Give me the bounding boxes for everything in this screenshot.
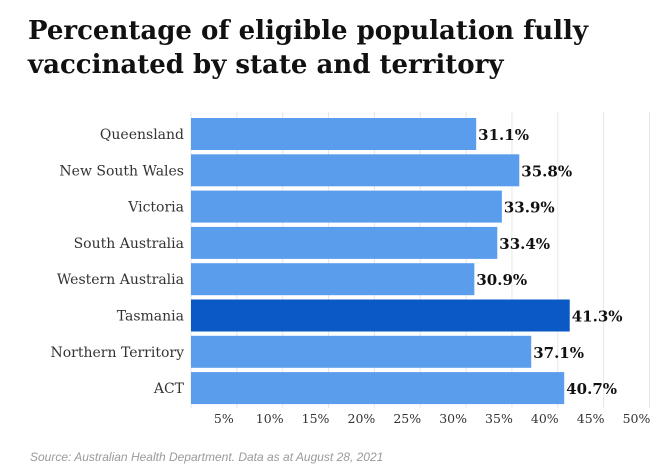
category-label: Victoria — [127, 200, 184, 216]
bar — [191, 118, 477, 150]
x-axis-ticks: 5% 10% 15% 20% 25% 30% 35% 40% 45% 50% — [214, 411, 651, 426]
x-tick-label: 10% — [256, 411, 284, 426]
category-label: ACT — [153, 381, 185, 397]
value-label: 41.3% — [572, 308, 623, 326]
bar — [191, 263, 475, 296]
bar — [191, 154, 520, 187]
x-tick-label: 35% — [485, 411, 513, 426]
x-tick-label: 20% — [348, 411, 376, 426]
bars — [191, 118, 570, 405]
category-label: Western Australia — [57, 272, 184, 288]
bar — [191, 372, 565, 405]
value-label: 30.9% — [476, 271, 527, 289]
category-label: Queensland — [100, 127, 184, 143]
value-label: 35.8% — [521, 162, 572, 180]
x-tick-label: 40% — [531, 411, 559, 426]
value-label: 40.7% — [566, 380, 617, 398]
category-label: New South Wales — [59, 163, 184, 179]
x-tick-label: 30% — [439, 411, 467, 426]
bar — [191, 335, 532, 368]
category-label: South Australia — [74, 236, 184, 252]
bar — [191, 299, 570, 332]
value-label: 33.9% — [504, 199, 555, 217]
category-labels: Queensland New South Wales Victoria South A… — [50, 127, 184, 397]
category-label: Tasmania — [117, 309, 184, 325]
x-tick-label: 5% — [214, 411, 234, 426]
bar — [191, 226, 498, 259]
bar-chart: Queensland New South Wales Victoria South A… — [50, 112, 651, 426]
x-tick-label: 25% — [393, 411, 421, 426]
x-tick-label: 15% — [302, 411, 330, 426]
category-label: Northern Territory — [50, 345, 184, 361]
value-label: 33.4% — [499, 235, 550, 253]
value-labels: 31.1% 35.8% 33.9% 33.4% 30.9% 41.3% 37.1% 40.7% — [476, 126, 622, 398]
source-note: Source: Australian Health Department. Da… — [30, 450, 384, 464]
bar — [191, 190, 502, 223]
chart-title: Percentage of eligible population fully … — [28, 16, 589, 80]
value-label: 31.1% — [478, 126, 529, 144]
value-label: 37.1% — [533, 344, 584, 362]
x-tick-label: 45% — [577, 411, 605, 426]
x-tick-label: 50% — [623, 411, 651, 426]
